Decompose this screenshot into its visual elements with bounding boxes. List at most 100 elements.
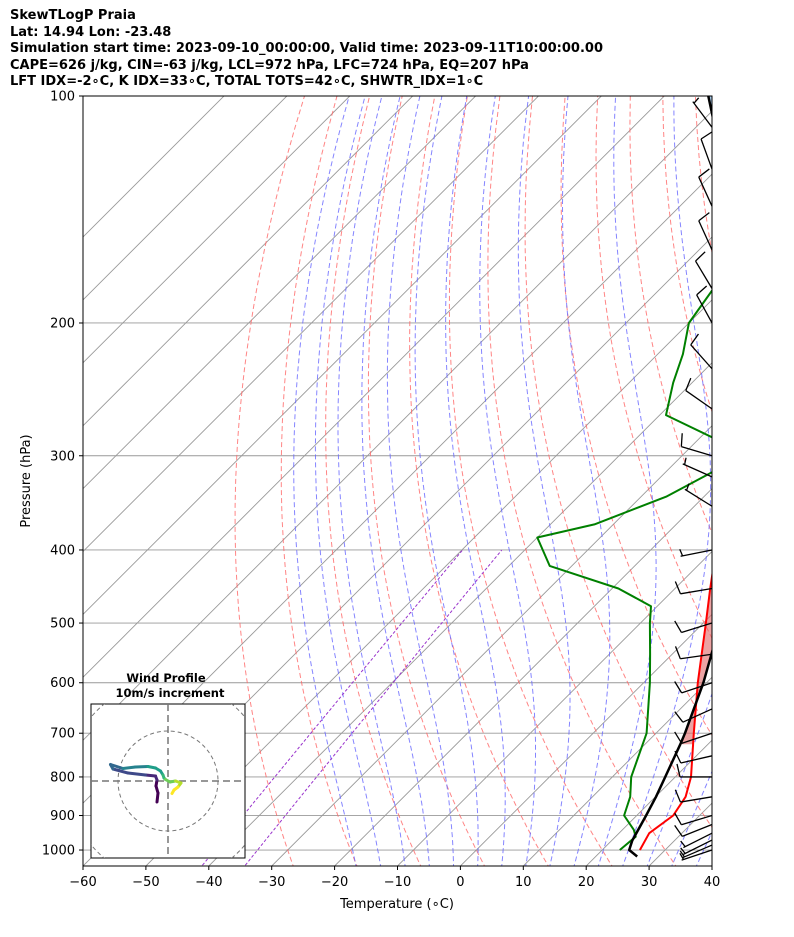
barb-half-flag: [683, 457, 687, 465]
barb-staff: [684, 488, 713, 507]
moist-adiabat: [561, 96, 611, 866]
barb-half-flag: [680, 847, 686, 854]
y-tick-label: 900: [50, 809, 75, 824]
moist-adiabat: [622, 96, 712, 866]
wind-barb: [674, 789, 713, 803]
wind-barb: [680, 832, 713, 849]
barb-flag: [674, 812, 682, 826]
barb-staff: [692, 101, 713, 128]
y-tick-label: 400: [50, 543, 75, 558]
wind-barb: [674, 581, 713, 595]
x-tick-label: 0: [456, 875, 464, 890]
barb-flag: [674, 646, 681, 660]
wind-barb: [692, 97, 713, 128]
x-tick-label: 20: [578, 875, 595, 890]
time-line: Simulation start time: 2023-09-10_00:00:…: [10, 41, 603, 56]
barb-staff: [680, 755, 713, 764]
dry-adiabat: [280, 96, 358, 866]
y-tick-label: 1000: [42, 844, 75, 859]
y-tick-label: 100: [50, 90, 75, 105]
wind-barb: [674, 812, 713, 826]
barb-flag: [674, 825, 683, 837]
hodograph-segment: [155, 791, 160, 804]
barb-staff: [694, 260, 713, 289]
hodograph-segment: [170, 788, 176, 795]
barb-staff: [698, 176, 713, 207]
y-tick-label: 800: [50, 770, 75, 785]
wind-barb: [676, 763, 712, 778]
wind-barbs: [674, 97, 713, 861]
wind-barb: [698, 212, 713, 251]
barb-flag: [674, 620, 682, 633]
barb-flag: [674, 789, 682, 803]
barb-staff: [681, 814, 713, 826]
y-tick-label: 200: [50, 316, 75, 331]
dry-adiabat: [367, 96, 486, 866]
location-line: Lat: 14.94 Lon: -23.48: [10, 24, 172, 40]
x-axis-label: Temperature (∘C): [339, 897, 454, 912]
hodograph-segment: [111, 767, 130, 775]
isotherm-line: [83, 96, 477, 490]
dry-adiabat: [409, 96, 549, 866]
barb-staff: [698, 220, 713, 251]
wind-barb: [674, 823, 713, 837]
hodograph-segment: [121, 765, 137, 770]
hodograph-title: Wind Profile: [126, 671, 206, 685]
x-tick-label: 30: [641, 875, 658, 890]
barb-flag: [696, 285, 708, 296]
barb-half-flag: [680, 840, 686, 848]
wind-barb: [698, 168, 713, 207]
isotherm-line: [83, 96, 603, 616]
wind-barb: [690, 333, 713, 370]
isotherm-line: [333, 487, 712, 866]
barb-staff: [681, 445, 713, 457]
barb-flag: [674, 581, 682, 595]
temperature-line: [639, 569, 712, 851]
barb-flag: [676, 763, 681, 778]
wind-barb: [679, 549, 713, 557]
isotherm-line: [396, 550, 712, 866]
barb-flag: [690, 333, 699, 346]
wind-barb: [682, 457, 713, 478]
dry-adiabat: [694, 96, 712, 256]
hodograph-segment: [134, 765, 150, 769]
cin-area: [708, 96, 712, 114]
wind-barb: [700, 131, 713, 170]
isotherm-line: [83, 96, 665, 678]
wind-barb: [674, 646, 713, 660]
y-tick-label: 700: [50, 727, 75, 742]
isotherm-line: [83, 110, 712, 741]
cape-area: [680, 576, 712, 745]
dewpoint-line: [536, 288, 712, 851]
wind-barb: [680, 433, 713, 457]
barb-staff: [681, 849, 713, 861]
moist-adiabat: [314, 96, 382, 866]
x-axis-ticks: −60 −50 −40 −30 −20 −10 0 10 20 30 40: [69, 866, 720, 890]
hodograph-subtitle: 10m/s increment: [116, 686, 225, 700]
x-tick-label: 40: [704, 875, 721, 890]
barb-flag: [698, 212, 710, 222]
wind-barb: [684, 483, 713, 507]
x-tick-label: −20: [321, 875, 348, 890]
barb-staff: [680, 549, 713, 557]
y-tick-label: 500: [50, 617, 75, 632]
isotherm-line: [208, 362, 712, 866]
dry-adiabat: [524, 96, 712, 829]
moist-adiabat: [671, 770, 712, 866]
dry-adiabat: [728, 96, 794, 869]
isotherm-line: [83, 96, 288, 301]
barb-flag: [674, 711, 684, 723]
barb-staff: [682, 823, 713, 837]
hodograph-segment: [126, 771, 147, 777]
cape-line: CAPE=626 j/kg, CIN=-63 j/kg, LCL=972 hPa…: [10, 57, 529, 73]
background-grid: [83, 79, 794, 869]
isotherm-line: [772, 79, 794, 869]
barb-staff: [682, 463, 713, 478]
moist-adiabat: [597, 96, 657, 866]
barb-staff: [683, 839, 713, 855]
chart-title: SkewTLogP Praia: [10, 8, 136, 23]
wind-barb: [679, 849, 713, 861]
isotherm-line: [459, 613, 712, 866]
y-axis-ticks: 100 200 300 400 500 600 700 800 900 1000: [42, 90, 83, 859]
